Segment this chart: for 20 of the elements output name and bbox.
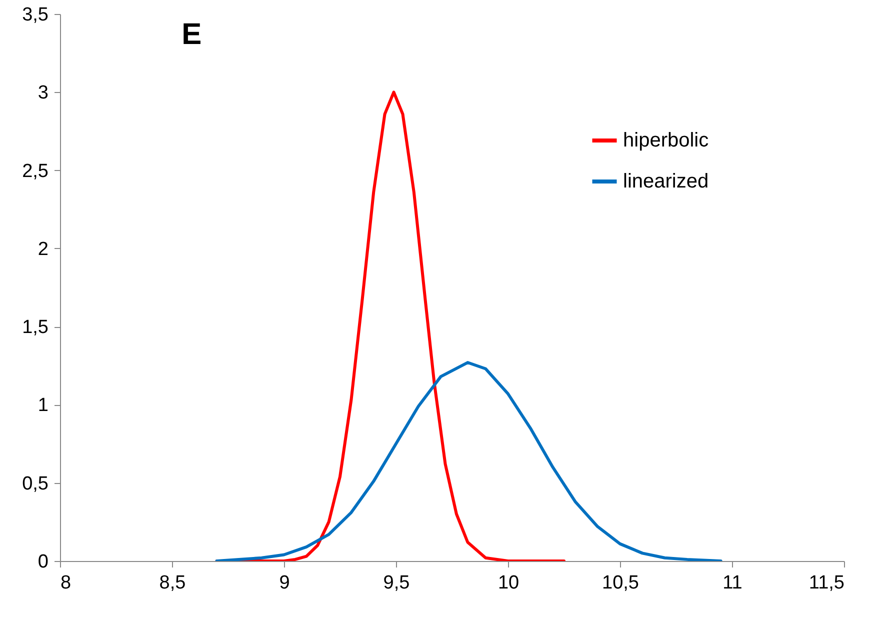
x-tick-label: 11 [722, 572, 742, 594]
x-tick-label: 11,5 [808, 572, 844, 594]
y-tick-label: 0,5 [22, 473, 48, 494]
y-tick-label: 2 [38, 238, 48, 260]
y-tick-label: 3,5 [22, 4, 48, 26]
y-tick-label: 3 [38, 82, 48, 104]
legend-label: linearized [623, 170, 709, 192]
chart-title: E [182, 18, 202, 51]
y-tick-label: 1 [38, 395, 48, 416]
y-tick-label: 2,5 [22, 160, 48, 182]
x-tick-label: 10 [498, 572, 520, 594]
x-tick-label: 9,5 [383, 572, 410, 594]
x-tick-label: 10,5 [602, 572, 639, 594]
line-series [215, 361, 722, 561]
x-tick-label: 8,5 [159, 572, 186, 594]
x-tick-label: 8 [60, 572, 72, 594]
x-tick-label: 9 [279, 572, 290, 594]
legend-label: hiperbolic [623, 130, 709, 152]
y-tick-label: 0 [38, 552, 48, 572]
y-tick-label: 1,5 [22, 317, 48, 338]
